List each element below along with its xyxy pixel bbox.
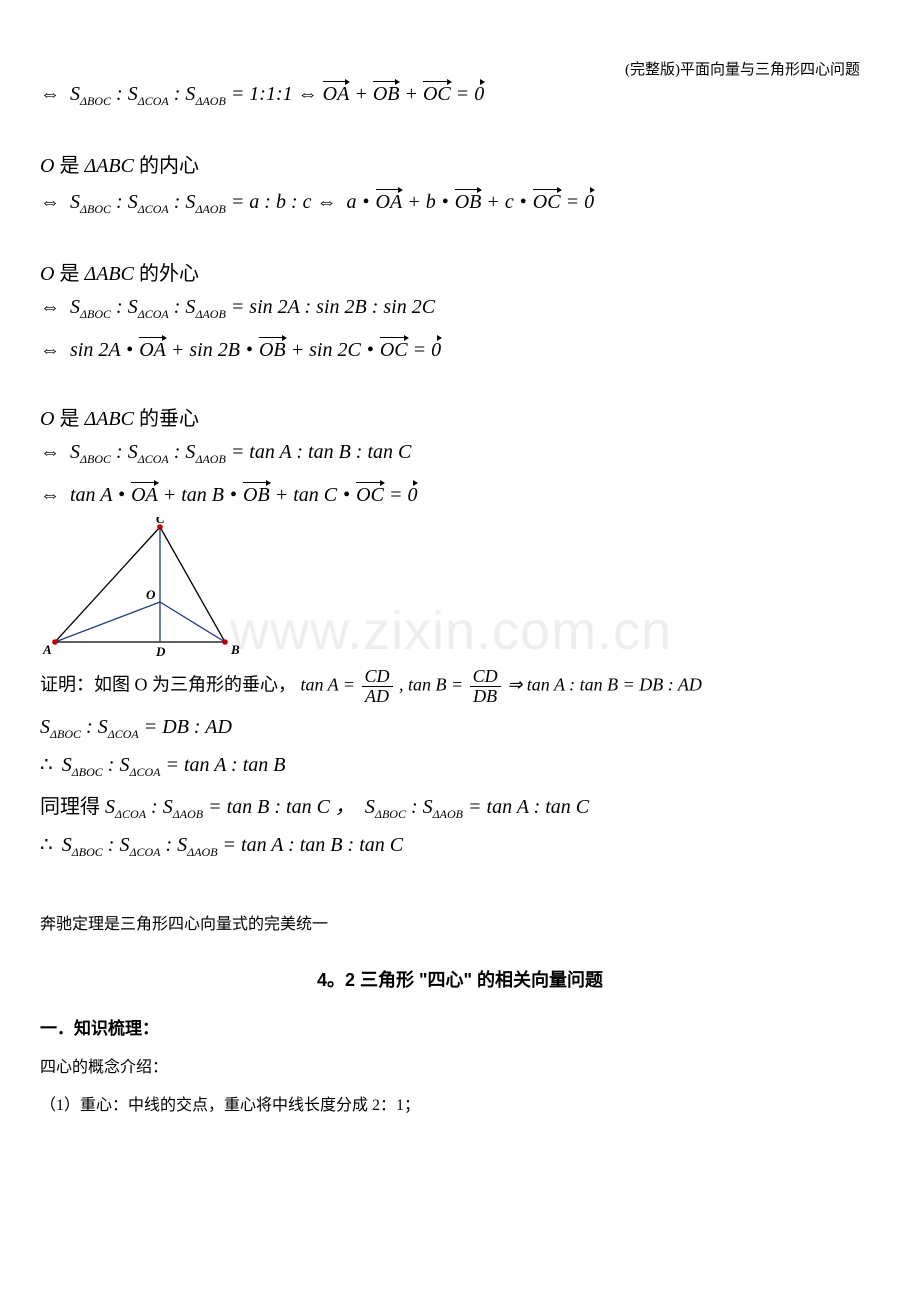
ortho-title: O 是 ΔABC 的垂心 <box>40 402 880 431</box>
intro-four-centers: 四心的概念介绍： <box>40 1053 880 1077</box>
item-centroid-def: （1）重心：中线的交点，重心将中线长度分成 2：1； <box>40 1091 880 1115</box>
proof-line-3: ∴ SΔBOC : SΔCOA = tan A : tan B <box>40 752 880 780</box>
page-header: (完整版)平面向量与三角形四心问题 <box>625 58 860 79</box>
svg-text:D: D <box>155 644 166 657</box>
svg-text:C: C <box>156 517 165 526</box>
eq-circum-ratio: ⇔ SΔBOC : SΔCOA : SΔAOB = sin 2A : sin 2… <box>40 296 880 322</box>
eq-ortho-ratio: ⇔ SΔBOC : SΔCOA : SΔAOB = tan A : tan B … <box>40 441 880 467</box>
eq-centroid: ⇔ SΔBOC : SΔCOA : SΔAOB = 1:1:1 ⇔ OA + O… <box>40 80 880 109</box>
proof-line-1: 证明：如图 O 为三角形的垂心， tan A = CDAD , tan B = … <box>40 667 880 706</box>
eq-ortho-vec: ⇔ tan A • OA + tan B • OB + tan C • OC =… <box>40 481 880 507</box>
svg-text:B: B <box>230 642 240 657</box>
orthocenter-diagram: A B C O D <box>40 517 240 657</box>
closing-remark: 奔驰定理是三角形四心向量式的完美统一 <box>40 910 880 934</box>
heading-knowledge: 一．知识梳理： <box>40 1014 880 1039</box>
eq-incenter: ⇔ SΔBOC : SΔCOA : SΔAOB = a : b : c ⇔ a … <box>40 188 880 217</box>
svg-text:O: O <box>146 587 156 602</box>
eq-circum-vec: ⇔ sin 2A • OA + sin 2B • OB + sin 2C • O… <box>40 336 880 362</box>
incenter-title: O 是 ΔABC 的内心 <box>40 149 880 178</box>
proof-line-4: 同理得 SΔCOA : SΔAOB = tan B : tan C ， SΔBO… <box>40 790 880 822</box>
proof-line-2: SΔBOC : SΔCOA = DB : AD <box>40 716 880 742</box>
svg-text:A: A <box>42 642 52 657</box>
section-4-2-title: 4。2 三角形 "四心" 的相关向量问题 <box>40 966 880 992</box>
proof-line-5: ∴ SΔBOC : SΔCOA : SΔAOB = tan A : tan B … <box>40 832 880 860</box>
circum-title: O 是 ΔABC 的外心 <box>40 257 880 286</box>
